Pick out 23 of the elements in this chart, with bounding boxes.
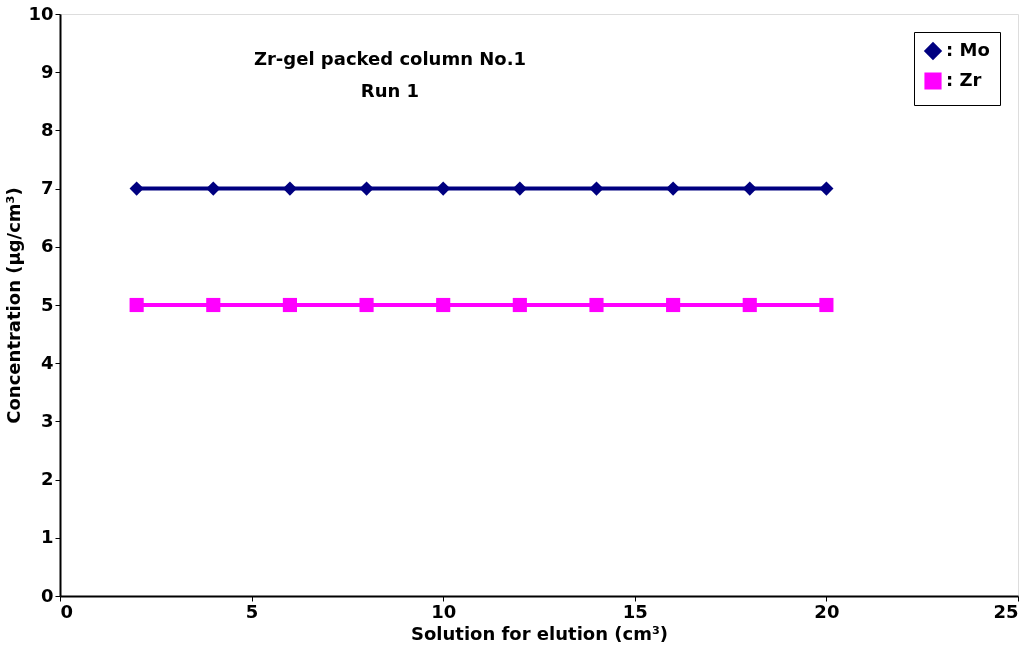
x-tick-label: 10: [431, 600, 457, 622]
x-tick-label: 0: [60, 600, 74, 622]
y-tick-label: 10: [28, 2, 54, 24]
x-tick-label: 25: [993, 600, 1019, 622]
y-tick-label: 8: [40, 118, 54, 140]
x-tick-label: 20: [814, 600, 840, 622]
y-tick-label: 5: [40, 293, 54, 315]
y-tick-label: 7: [40, 177, 54, 199]
legend-label: : Zr: [946, 69, 982, 90]
legend-label: : Mo: [946, 39, 990, 60]
x-axis-title: Solution for elution (cm³): [410, 622, 669, 644]
x-tick-label: 5: [245, 600, 259, 622]
y-tick-label: 9: [40, 60, 54, 82]
x-tick-label: 15: [622, 600, 648, 622]
y-tick-label: 0: [40, 584, 54, 606]
y-tick-label: 3: [40, 409, 54, 431]
y-tick-label: 4: [40, 351, 54, 373]
text: Run 1: [360, 80, 420, 101]
y-tick-label: 1: [40, 526, 54, 548]
y-tick-label: 6: [40, 235, 54, 257]
y-axis-title: Concentration (μg/cm³): [3, 187, 25, 424]
y-tick-label: 2: [40, 468, 54, 490]
text: Zr-gel packed column No.1: [253, 48, 527, 69]
